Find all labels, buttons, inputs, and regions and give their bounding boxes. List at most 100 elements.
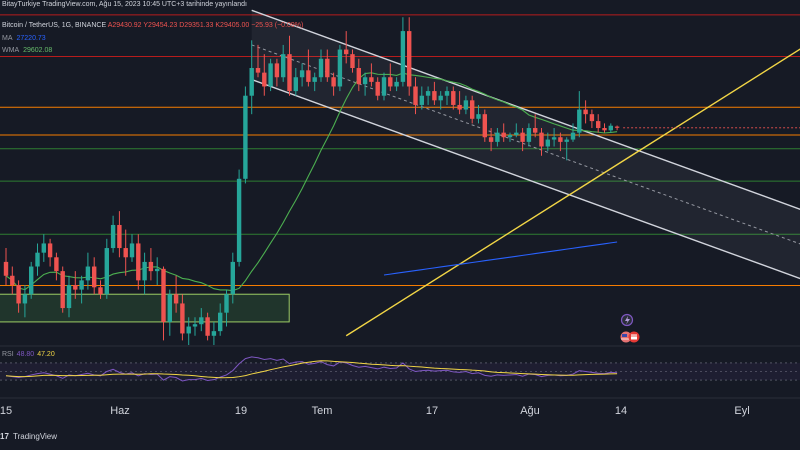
candlestick-series bbox=[3, 17, 800, 345]
candle-body bbox=[470, 100, 475, 119]
rsi-pane bbox=[0, 356, 800, 382]
candle-body bbox=[318, 58, 324, 78]
candle-body bbox=[533, 128, 538, 133]
candle bbox=[350, 49, 355, 73]
candle-body bbox=[60, 271, 65, 309]
candle-body bbox=[375, 81, 380, 96]
candle bbox=[539, 128, 544, 156]
candle bbox=[614, 125, 620, 131]
candle bbox=[268, 58, 273, 92]
candle bbox=[533, 114, 538, 138]
tradingview-brand[interactable]: TradingView bbox=[12, 432, 58, 441]
candle bbox=[161, 266, 166, 341]
candle bbox=[218, 303, 223, 336]
candle-body bbox=[520, 132, 525, 142]
candle-body bbox=[325, 58, 330, 78]
candle-body bbox=[274, 63, 280, 78]
rsi-legend[interactable]: RSI 48.80 47.20 bbox=[2, 351, 55, 358]
candle-body bbox=[186, 326, 191, 334]
candle bbox=[262, 54, 267, 96]
candle bbox=[287, 35, 292, 96]
candle-body bbox=[306, 70, 311, 82]
candle bbox=[192, 317, 198, 336]
candle-body bbox=[438, 95, 443, 101]
candle bbox=[136, 234, 141, 290]
support-zone bbox=[0, 293, 290, 323]
candle bbox=[142, 252, 147, 295]
candle bbox=[362, 72, 368, 96]
symbol-legend[interactable]: Bitcoin / TetherUS, 1G, BINANCE A29430.9… bbox=[2, 22, 303, 29]
candle bbox=[507, 132, 513, 142]
ascending-trendline bbox=[345, 48, 800, 337]
candle-body bbox=[136, 243, 141, 281]
candle-body bbox=[558, 137, 563, 142]
symbol-name[interactable]: Bitcoin / TetherUS, 1G, BINANCE bbox=[2, 22, 107, 29]
candle-body bbox=[98, 287, 103, 295]
candle bbox=[545, 132, 550, 152]
candle-body bbox=[218, 312, 223, 332]
rsi-ma-line bbox=[5, 360, 618, 379]
candle bbox=[16, 280, 21, 313]
candle-body bbox=[224, 294, 229, 313]
candle-body bbox=[501, 132, 506, 138]
x-tick-label: 14 bbox=[614, 405, 628, 417]
candle-body bbox=[148, 261, 154, 272]
candle-body bbox=[129, 243, 135, 258]
candle bbox=[413, 77, 418, 115]
candle bbox=[526, 123, 532, 147]
ma-label[interactable]: MA bbox=[2, 35, 13, 42]
candle-body bbox=[488, 137, 494, 142]
candle bbox=[180, 294, 185, 341]
flash-event-icon[interactable] bbox=[620, 313, 634, 327]
candle-body bbox=[287, 54, 292, 92]
candle bbox=[608, 123, 613, 133]
candle-body bbox=[155, 268, 160, 272]
candle-body bbox=[425, 91, 431, 96]
candle bbox=[577, 91, 582, 138]
wma-legend[interactable]: WMA 29602.08 bbox=[2, 47, 52, 54]
candle bbox=[388, 63, 393, 92]
x-tick-label: 15 bbox=[0, 405, 13, 417]
candle bbox=[73, 271, 78, 299]
rsi-label[interactable]: RSI bbox=[2, 351, 14, 358]
candle bbox=[85, 252, 91, 290]
candle bbox=[249, 40, 254, 115]
candle bbox=[520, 128, 525, 152]
candle bbox=[29, 261, 34, 299]
tradingview-logo: 17 bbox=[0, 432, 9, 441]
candle bbox=[583, 100, 588, 124]
candle-body bbox=[551, 137, 557, 140]
candle bbox=[236, 169, 242, 267]
candle bbox=[41, 234, 46, 262]
candle bbox=[514, 123, 519, 138]
candle bbox=[54, 252, 59, 281]
candle-body bbox=[602, 128, 607, 131]
tradingview-footer[interactable]: 17 TradingView bbox=[0, 432, 57, 441]
candle bbox=[356, 58, 361, 92]
candle bbox=[243, 86, 248, 184]
candle bbox=[167, 289, 172, 336]
candle bbox=[400, 17, 406, 87]
candle-body bbox=[545, 139, 550, 147]
candle bbox=[22, 284, 28, 318]
candle-body bbox=[451, 91, 456, 105]
candle-body bbox=[419, 95, 424, 105]
candle bbox=[173, 275, 179, 313]
rsi-line bbox=[5, 356, 618, 382]
horizontal-levels bbox=[0, 14, 800, 286]
event-markers[interactable] bbox=[620, 313, 640, 343]
ma-line bbox=[383, 241, 618, 276]
wma-label[interactable]: WMA bbox=[2, 47, 20, 54]
candle bbox=[155, 257, 160, 285]
candle-body bbox=[413, 86, 418, 105]
candle bbox=[457, 91, 462, 115]
candle-body bbox=[381, 77, 387, 96]
candle bbox=[570, 123, 576, 142]
candle-body bbox=[180, 303, 185, 334]
ma-legend[interactable]: MA 27220.73 bbox=[2, 35, 46, 42]
calendar-event-icon[interactable] bbox=[628, 331, 640, 343]
publish-info: BitayTurkiye TradingView.com, Ağu 15, 20… bbox=[2, 1, 247, 8]
candle bbox=[129, 234, 135, 262]
channel-midline bbox=[251, 44, 800, 245]
